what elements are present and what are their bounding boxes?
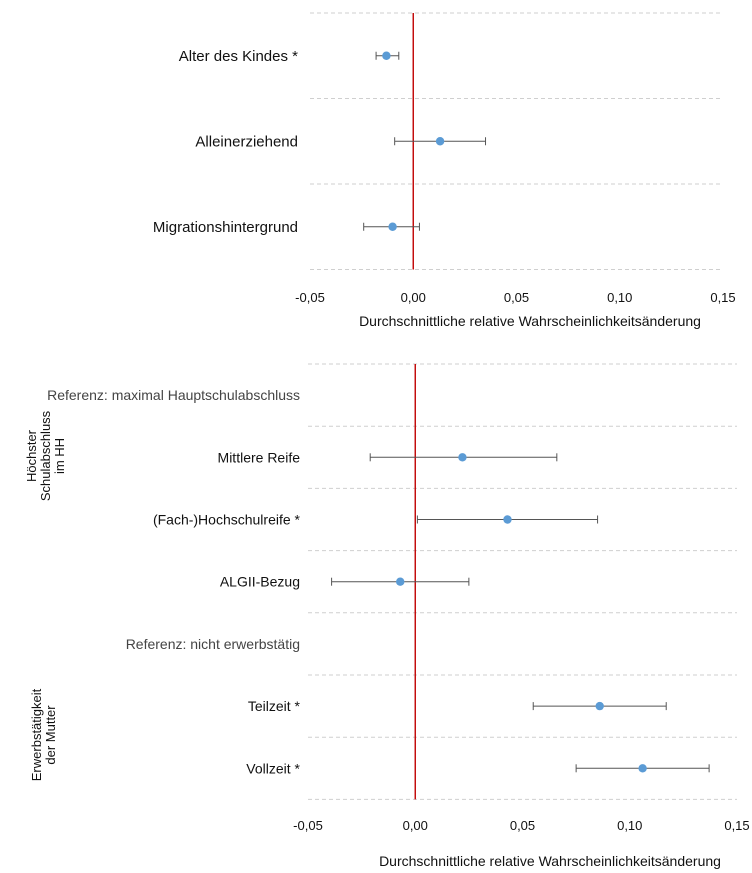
x-tick-label: 0,05 bbox=[510, 818, 535, 833]
group-label-line: der Mutter bbox=[43, 705, 58, 765]
panel-top: Alter des Kindes * Alleinerziehend Migrati… bbox=[153, 12, 736, 329]
data-point bbox=[435, 137, 445, 146]
data-point bbox=[458, 453, 467, 462]
row-label: Migrationshintergrund bbox=[153, 219, 298, 236]
row-label: (Fach-)Hochschulreife * bbox=[153, 512, 301, 528]
row-label: Alleinerziehend bbox=[195, 133, 298, 150]
row-label: Referenz: nicht erwerbstätig bbox=[126, 636, 300, 652]
x-tick-label: -0,05 bbox=[293, 818, 323, 833]
x-tick-label: 0,10 bbox=[607, 290, 632, 305]
group-label-line: Schulabschluss bbox=[38, 410, 53, 501]
row-label: Teilzeit * bbox=[248, 698, 301, 714]
data-point bbox=[396, 577, 405, 586]
data-point bbox=[382, 51, 391, 60]
group-label: HöchsterSchulabschlussim HH bbox=[24, 410, 67, 501]
x-tick-label: 0,15 bbox=[724, 818, 749, 833]
panel-bottom: Referenz: maximal Hauptschulabschluss Mit… bbox=[24, 363, 750, 869]
x-tick-label: 0,05 bbox=[504, 290, 529, 305]
x-tick-label: 0,15 bbox=[710, 290, 735, 305]
row-label: Alter des Kindes * bbox=[179, 48, 298, 65]
x-tick-label: -0,05 bbox=[295, 290, 325, 305]
row-label: Vollzeit * bbox=[246, 760, 300, 776]
x-axis-title: Durchschnittliche relative Wahrscheinlic… bbox=[359, 313, 701, 329]
data-point bbox=[595, 701, 604, 711]
row-label: Mittlere Reife bbox=[218, 449, 301, 465]
x-tick-label: 0,10 bbox=[617, 818, 642, 833]
x-tick-label: 0,00 bbox=[403, 818, 428, 833]
data-point bbox=[503, 515, 512, 524]
x-axis-title: Durchschnittliche relative Wahrscheinlic… bbox=[379, 853, 721, 869]
group-label-line: Erwerbstätigkeit bbox=[29, 688, 44, 781]
group-label-line: Höchster bbox=[24, 429, 39, 482]
row-label: ALGII-Bezug bbox=[220, 574, 300, 590]
x-tick-label: 0,00 bbox=[401, 290, 426, 305]
group-label: Erwerbstätigkeitder Mutter bbox=[29, 688, 58, 781]
row-label: Referenz: maximal Hauptschulabschluss bbox=[47, 387, 300, 403]
data-point bbox=[388, 222, 397, 231]
data-point bbox=[638, 764, 647, 773]
group-label-line: im HH bbox=[52, 438, 67, 474]
